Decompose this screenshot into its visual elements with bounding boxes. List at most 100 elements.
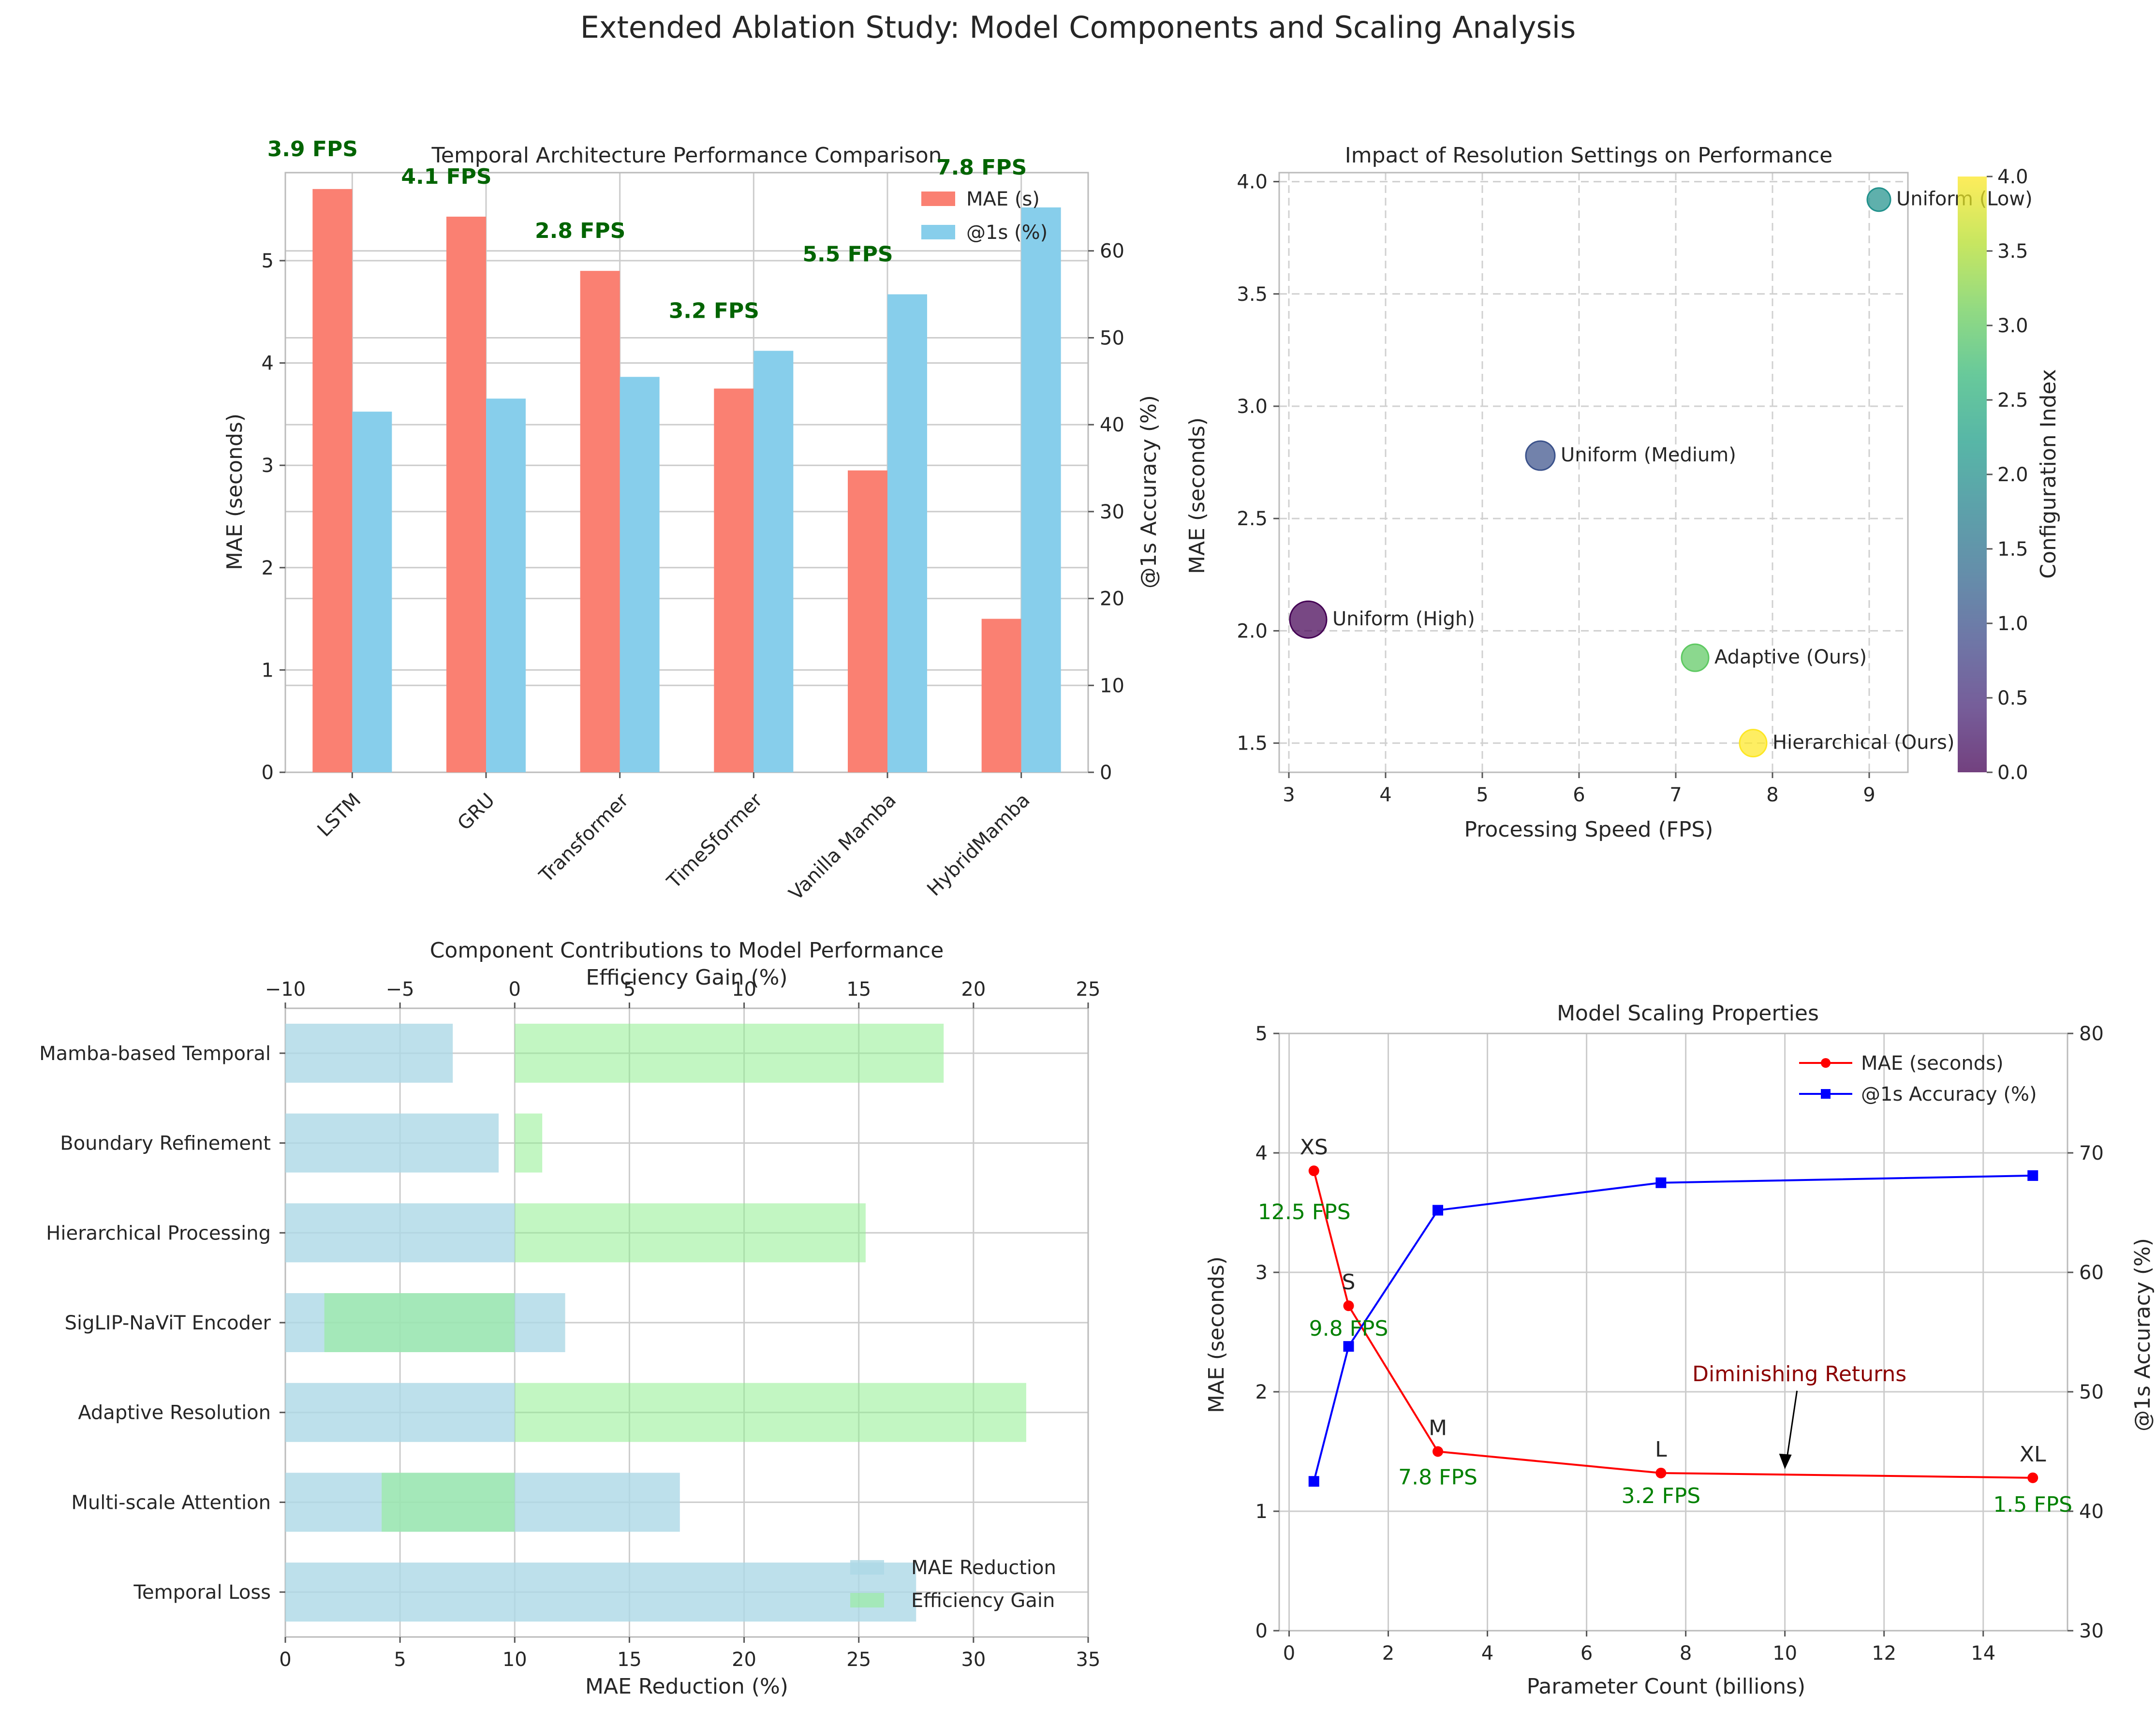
bar-accuracy-lstm (352, 412, 392, 772)
bar-mae-timesformer (714, 388, 754, 772)
x-tick-label-lstm: LSTM (313, 789, 365, 841)
colorbar-tick-label-2-0: 2.0 (1997, 464, 2028, 486)
point-label-uniform-high: Uniform (High) (1332, 608, 1475, 630)
y-right-tick-label-50: 50 (2079, 1381, 2104, 1403)
y-tick-label-5: 5 (1255, 1023, 1268, 1045)
x-tick-label-10: 10 (502, 1649, 527, 1671)
x-top-tick-label-6: 20 (961, 978, 986, 1001)
chart-4-ylabel-right: @1s Accuracy (%) (2130, 1238, 2155, 1431)
y-right-tick-label-30: 30 (2079, 1620, 2104, 1642)
bar-accuracy-timesformer (753, 351, 794, 772)
point-accuracy-s (1343, 1341, 1354, 1352)
chart-4-legend: MAE (seconds) @1s Accuracy (%) (1799, 1052, 2037, 1106)
y-right-tick-label-50: 50 (1100, 327, 1124, 349)
point-mae-xl (2027, 1472, 2038, 1483)
x-top-tick-label-5: 15 (846, 978, 871, 1001)
bar-mae-reduction-adaptive-resolution (285, 1383, 515, 1442)
legend-label-mae: MAE (s) (966, 188, 1040, 210)
fps-label-xs: 12.5 FPS (1258, 1200, 1351, 1224)
bar-efficiency-gain-hierarchical-processing (515, 1203, 866, 1263)
size-label-xs: XS (1300, 1135, 1328, 1160)
legend-label-mae-reduction: MAE Reduction (911, 1557, 1056, 1579)
bar-mae-vanilla-mamba (848, 470, 887, 772)
y-tick-label-2.0: 2.0 (1237, 620, 1268, 642)
y-tick-label-1: 1 (1255, 1501, 1268, 1523)
legend-marker-accuracy (1821, 1089, 1831, 1099)
point-mae-m (1432, 1446, 1444, 1457)
x-tick-label-25: 25 (846, 1649, 871, 1671)
legend-label-accuracy: @1s (%) (966, 221, 1048, 244)
resolution-impact-chart: Impact of Resolution Settings on Perform… (1185, 143, 2061, 842)
x-tick-label-10: 10 (1772, 1642, 1797, 1665)
chart-2-ylabel: MAE (seconds) (1185, 417, 1210, 574)
x-tick-label-7: 7 (1669, 784, 1682, 806)
y-tick-label-4: 4 (1255, 1142, 1268, 1165)
size-label-s: S (1342, 1270, 1356, 1295)
fps-label-gru: 4.1 FPS (401, 164, 491, 189)
scaling-properties-chart: Model Scaling Properties Parameter Count… (1204, 1001, 2155, 1699)
fps-label-vanilla-mamba: 5.5 FPS (802, 242, 893, 267)
chart-1-legend: MAE (s) @1s (%) (921, 188, 1048, 244)
fps-label-l: 3.2 FPS (1622, 1484, 1701, 1508)
bar-mae-reduction-mamba-based-temporal (285, 1023, 453, 1083)
legend-swatch-efficiency-gain (850, 1593, 884, 1607)
chart-4-frame (1278, 1032, 2068, 1632)
fps-label-transformer: 2.8 FPS (535, 219, 625, 243)
size-label-m: M (1429, 1416, 1447, 1441)
fps-label-m: 7.8 FPS (1398, 1465, 1477, 1490)
bar-mae-gru (446, 216, 486, 772)
bar-mae-lstm (312, 189, 353, 772)
y-tick-label-5: 5 (262, 250, 274, 272)
figure-title: Extended Ablation Study: Model Component… (580, 10, 1576, 45)
size-label-xl: XL (2020, 1442, 2046, 1467)
chart-4-ylabel: MAE (seconds) (1204, 1256, 1229, 1413)
x-tick-label-transformer: Transformer (535, 789, 633, 887)
bar-accuracy-transformer (620, 377, 660, 772)
chart-3-title: Component Contributions to Model Perform… (430, 938, 944, 963)
point-accuracy-xl (2027, 1170, 2038, 1181)
x-tick-label-8: 8 (1680, 1642, 1692, 1665)
x-tick-label-gru: GRU (453, 789, 499, 835)
chart-3-xlabel-top: Efficiency Gain (%) (586, 965, 787, 990)
y-right-tick-label-60: 60 (2079, 1262, 2104, 1284)
colorbar-tick-label-2-5: 2.5 (1997, 389, 2028, 412)
x-tick-label-6: 6 (1580, 1642, 1593, 1665)
component-contributions-chart: Component Contributions to Model Perform… (39, 938, 1100, 1699)
y-right-tick-label-0: 0 (1100, 762, 1112, 784)
point-accuracy-m (1432, 1205, 1444, 1216)
fps-label-hybridmamba: 7.8 FPS (936, 155, 1027, 180)
colorbar-tick-label-1-0: 1.0 (1997, 613, 2028, 635)
y-right-tick-label-10: 10 (1100, 675, 1124, 697)
y-right-tick-label-60: 60 (1100, 240, 1124, 263)
x-top-tick-label-0: −10 (265, 978, 306, 1001)
bar-accuracy-gru (486, 398, 526, 772)
point-label-adaptive-ours: Adaptive (Ours) (1714, 646, 1867, 668)
point-mae-xs (1308, 1165, 1319, 1177)
fps-label-s: 9.8 FPS (1309, 1316, 1388, 1341)
y-tick-label-3.5: 3.5 (1237, 283, 1268, 306)
line-mae (1313, 1170, 2033, 1479)
x-tick-label-14: 14 (1971, 1642, 1995, 1665)
y-right-tick-label-80: 80 (2079, 1023, 2104, 1045)
y-right-tick-label-30: 30 (1100, 501, 1124, 523)
x-top-tick-label-3: 5 (623, 978, 635, 1001)
line-accuracy (1313, 1174, 2033, 1482)
x-tick-label-4: 4 (1481, 1642, 1493, 1665)
x-tick-label-12: 12 (1872, 1642, 1896, 1665)
bar-mae-reduction-hierarchical-processing (285, 1203, 515, 1263)
colorbar-tick-label-0-0: 0.0 (1997, 762, 2028, 784)
x-tick-label-30: 30 (961, 1649, 986, 1671)
colorbar (1958, 177, 1987, 772)
legend-swatch-mae (921, 192, 955, 206)
point-uniform-high (1289, 600, 1328, 639)
chart-3-xlabel: MAE Reduction (%) (585, 1674, 788, 1699)
point-accuracy-l (1655, 1177, 1667, 1188)
annotation-arrow-line (1786, 1390, 1798, 1463)
legend-marker-mae (1821, 1058, 1831, 1068)
legend-label-efficiency-gain: Efficiency Gain (911, 1590, 1055, 1612)
x-top-tick-label-7: 25 (1076, 978, 1101, 1001)
chart-1-frame (284, 172, 1089, 773)
bar-mae-reduction-temporal-loss (285, 1563, 916, 1622)
y-tick-label-mamba-based-temporal: Mamba-based Temporal (39, 1043, 271, 1065)
y-tick-label-3.0: 3.0 (1237, 396, 1268, 418)
